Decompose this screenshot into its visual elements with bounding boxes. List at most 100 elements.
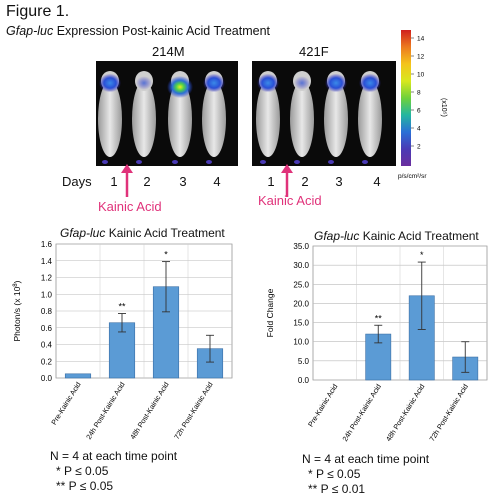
- color-scale-tick-label: 8: [417, 90, 421, 97]
- days-label: Days: [62, 174, 92, 189]
- mouse-paw-signal: [362, 160, 368, 164]
- day-421f-2: 2: [301, 174, 309, 189]
- bioluminescence-signal: [203, 73, 225, 93]
- figure-subtitle: Gfap-luc Expression Post-kainic Acid Tre…: [6, 24, 270, 38]
- mouse-body: [202, 81, 226, 157]
- mouse-paw-signal: [294, 160, 300, 164]
- y-tick-label: 15.0: [293, 319, 309, 328]
- mouse-body: [358, 81, 382, 157]
- notes-left: N = 4 at each time point * P ≤ 0.05 ** P…: [50, 449, 177, 494]
- day-214m-3: 3: [179, 174, 187, 189]
- y-tick-label: 10.0: [293, 338, 309, 347]
- group-label-214m: 214M: [152, 44, 185, 59]
- y-tick-label: 25.0: [293, 280, 309, 289]
- chart-right-title-gene: Gfap-luc: [314, 229, 360, 243]
- chart-left-title: Gfap-luc Kainic Acid Treatment: [60, 226, 225, 240]
- error-bar: [374, 324, 383, 344]
- bioluminescence-signal: [167, 75, 193, 99]
- y-axis-label-exponent: 8: [13, 283, 19, 287]
- notes-left-p2: ** P ≤ 0.05: [56, 479, 114, 493]
- x-tick-label: 48h Post-Kainic Acid: [128, 380, 171, 441]
- chart-right-title: Gfap-luc Kainic Acid Treatment: [314, 229, 479, 243]
- mouse-paw-signal: [136, 160, 142, 164]
- error-bar: [206, 334, 214, 363]
- subtitle-gene: Gfap-luc: [6, 24, 54, 38]
- bar: [64, 373, 92, 379]
- mouse-paw-signal: [172, 160, 178, 164]
- y-tick-label: 1.0: [41, 290, 53, 299]
- error-bar: [118, 313, 126, 333]
- color-scale-tick-label: 4: [417, 126, 421, 133]
- significance-marker: *: [164, 250, 168, 260]
- y-tick-label: 20.0: [293, 299, 309, 308]
- y-tick-label: 0.6: [41, 324, 53, 333]
- x-tick-label: 24h Post-Kainic Acid: [340, 382, 383, 443]
- x-tick-label: 72h Post-Kainic Acid: [427, 382, 470, 443]
- color-scale-bottom-label: p/s/cm²/sr: [398, 173, 427, 180]
- y-axis-label-main: Fold Change: [265, 288, 275, 337]
- mouse-body: [168, 81, 192, 157]
- mouse-body: [132, 81, 156, 157]
- subtitle-text: Expression Post-kainic Acid Treatment: [53, 24, 271, 38]
- y-tick-label: 30.0: [293, 261, 309, 270]
- mouse-image: [98, 71, 122, 164]
- significance-marker: **: [375, 313, 383, 323]
- bioluminescence-signal: [325, 73, 347, 93]
- y-tick-label: 35.0: [293, 242, 309, 251]
- y-tick-label: 0.2: [41, 357, 53, 366]
- chart-left-photon-flux: 0.0 0.2 0.4 0.6 0.8 1.0 1.2 1.4 1.6 Pre-Kainic Ac…: [12, 240, 233, 441]
- day-421f-3: 3: [335, 174, 343, 189]
- mouse-image: [324, 71, 348, 164]
- chart-right-title-text: Kainic Acid Treatment: [359, 229, 479, 243]
- error-bar: [461, 341, 470, 373]
- y-tick-label: 0.0: [298, 376, 310, 385]
- color-scale-tick-label: 6: [417, 108, 421, 115]
- bioluminescence-signal: [294, 76, 310, 90]
- day-214m-4: 4: [213, 174, 221, 189]
- figure-title: Figure 1.: [6, 3, 70, 20]
- y-tick-label: 0.8: [41, 307, 53, 316]
- significance-marker: **: [118, 302, 126, 312]
- notes-right-p1: * P ≤ 0.05: [308, 467, 361, 481]
- y-tick-label: 1.2: [41, 274, 53, 283]
- bioluminescence-signal: [257, 73, 279, 93]
- mouse-paw-signal: [260, 160, 266, 164]
- notes-right: N = 4 at each time point * P ≤ 0.05 ** P…: [302, 452, 429, 497]
- y-axis-label: Fold Change: [265, 288, 275, 337]
- color-scale-tick-label: 12: [417, 54, 425, 61]
- mouse-image: [290, 71, 314, 164]
- y-tick-label: 5.0: [298, 357, 310, 366]
- notes-left-p1: * P ≤ 0.05: [56, 464, 109, 478]
- y-axis-label: Photon/s (x 108): [12, 280, 22, 341]
- day-214m-2: 2: [143, 174, 151, 189]
- kainic-label-421f: Kainic Acid: [258, 193, 322, 208]
- bar: [196, 348, 224, 379]
- mouse-body: [324, 81, 348, 157]
- color-scale-tick-label: 10: [417, 72, 425, 79]
- error-bar: [417, 261, 426, 330]
- kainic-arrow-421f-head: [281, 164, 293, 173]
- mouse-image: [202, 71, 226, 164]
- x-tick-label: 24h Post-Kainic Acid: [84, 380, 127, 441]
- chart-right-fold-change: 0.0 5.0 10.0 15.0 20.0 25.0 30.0 35.0 Pre-Kainic…: [265, 242, 488, 443]
- color-scale-tick-label: 2: [417, 144, 421, 151]
- color-scale-bar: 14 12 10 8 6 4 2 (x10⁵) p/s/cm²/sr: [398, 30, 447, 180]
- color-scale-unit: (x10⁵): [440, 98, 447, 117]
- day-214m-1: 1: [110, 174, 118, 189]
- error-bar: [162, 261, 170, 313]
- kainic-arrow-214m-head: [121, 164, 133, 173]
- y-axis-label-main: Photon/s (x 10: [12, 286, 22, 341]
- bioluminescence-signal: [136, 76, 152, 90]
- mouse-image: [256, 71, 280, 164]
- notes-left-n: N = 4 at each time point: [50, 449, 178, 463]
- x-tick-label: Pre-Kainic Acid: [49, 380, 82, 426]
- y-tick-label: 0.0: [41, 374, 53, 383]
- mouse-paw-signal: [206, 160, 212, 164]
- chart-left-title-gene: Gfap-luc: [60, 226, 106, 240]
- notes-right-p2: ** P ≤ 0.01: [308, 482, 366, 496]
- treatment-arrows: [121, 164, 293, 197]
- y-tick-label: 0.4: [41, 341, 53, 350]
- mouse-paw-signal: [328, 160, 334, 164]
- day-421f-4: 4: [373, 174, 381, 189]
- mouse-body: [290, 81, 314, 157]
